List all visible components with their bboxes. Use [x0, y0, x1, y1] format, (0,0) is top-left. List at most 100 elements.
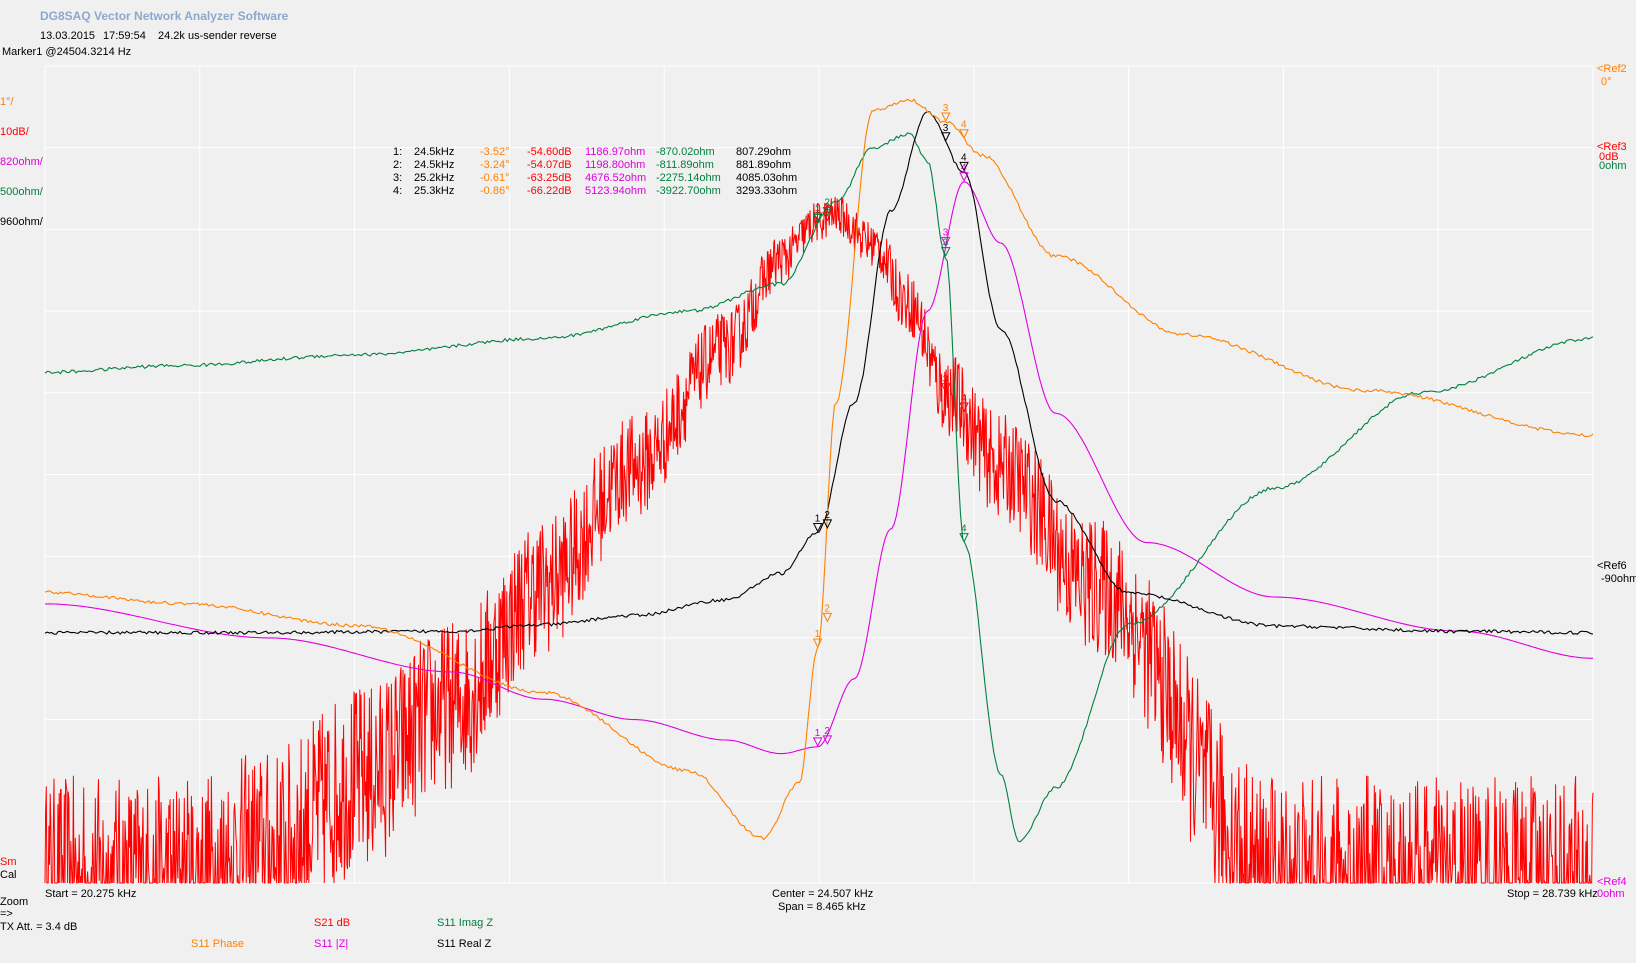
ref6-value: -90ohm [1601, 573, 1636, 585]
marker-3-real-z [940, 132, 951, 142]
marker-label: 2 [824, 197, 830, 208]
marker-3-imag-z [940, 247, 951, 257]
span-frequency: Span = 8.465 kHz [778, 901, 866, 913]
ref6-label: <Ref6 [1597, 560, 1627, 572]
center-frequency: Center = 24.507 kHz [772, 888, 874, 900]
capture-time: 17:59:54 [103, 30, 146, 42]
marker-label: 1 [815, 513, 821, 524]
marker-id-cell: 3: [393, 172, 403, 184]
zoom-arrow[interactable]: => [0, 908, 13, 920]
marker-3-s21-db [940, 383, 951, 393]
marker-2-imag-z [822, 206, 833, 217]
marker-3-zabs [940, 236, 951, 247]
marker-imag-cell: -811.89ohm [656, 159, 714, 171]
marker-label: 2 [824, 726, 830, 737]
marker-db-cell: -54.07dB [527, 159, 572, 171]
marker-label: 3 [943, 227, 949, 238]
ref4-value: 0ohm [1597, 888, 1625, 900]
marker-db-cell: -63.25dB [527, 172, 572, 184]
trace-real-z [44, 111, 1594, 635]
marker-db-cell: -54.60dB [527, 146, 572, 158]
marker-label: 3 [943, 103, 949, 114]
marker-label: 1 [815, 728, 821, 739]
legend-s11-phase[interactable]: S11 Phase [191, 938, 245, 950]
ref2-value: 0° [1601, 76, 1612, 88]
phase-scale: 1°/ [0, 96, 14, 108]
calibration-indicator: Cal [0, 869, 17, 881]
trace-imag-z [44, 132, 1594, 843]
marker-phase-cell: -0.61° [480, 172, 510, 184]
marker-label: 3 [943, 374, 949, 385]
marker-freq-cell: 24.5kHz [414, 159, 455, 171]
trace-zabs [45, 181, 1593, 755]
marker-4-zabs [959, 172, 969, 182]
ref4-label: <Ref4 [1597, 876, 1627, 888]
marker-2-real-z [822, 519, 833, 529]
marker-phase-cell: -0.86° [480, 185, 510, 197]
marker-label: 2 [824, 603, 830, 614]
marker-1-s21-db [812, 212, 823, 223]
marker-freq-cell: 24.5kHz [414, 146, 455, 158]
marker-1-phase [812, 638, 823, 649]
marker-2-zabs [822, 735, 833, 746]
marker-label: 3 [943, 238, 949, 249]
marker-2-phase [822, 612, 833, 623]
marker-imag-cell: -870.02ohm [656, 146, 715, 158]
marker-label: 1 [815, 629, 821, 640]
zabs-scale: 820ohm/ [0, 156, 43, 168]
marker-4-real-z [959, 161, 969, 172]
smoothing-indicator: Sm [0, 856, 17, 868]
marker-zabs-cell: 4676.52ohm [585, 172, 647, 184]
marker-label: 1 [815, 203, 821, 214]
marker-real-cell: 3293.33ohm [736, 185, 798, 197]
legend-s11-real[interactable]: S11 Real Z [437, 938, 492, 950]
marker-1-imag-z [812, 213, 823, 224]
marker-db-cell: -66.22dB [527, 185, 572, 197]
marker-4-imag-z [959, 533, 969, 543]
marker-label: 1 [815, 204, 821, 215]
marker-phase-cell: -3.52° [480, 146, 510, 158]
stop-frequency: Stop = 28.739 kHz [1507, 888, 1598, 900]
marker-3-phase [940, 112, 951, 123]
zoom-button[interactable]: Zoom [0, 896, 29, 908]
marker-imag-cell: -2275.14ohm [656, 172, 721, 184]
ref3-value: 0dB [1599, 151, 1619, 163]
app-title: DG8SAQ Vector Network Analyzer Software [40, 9, 289, 23]
marker-2-s21-db [822, 211, 833, 222]
marker-real-cell: 881.89ohm [736, 159, 792, 171]
legend-s11-zabs[interactable]: S11 |Z| [314, 938, 349, 950]
marker-label: 2 [824, 510, 830, 521]
tx-attenuation: TX Att. = 3.4 dB [0, 921, 78, 933]
marker-4-s21-db [959, 402, 969, 413]
ref5-value: 0ohm [1599, 160, 1627, 172]
capture-date: 13.03.2015 [40, 30, 96, 42]
trace-s21-db [44, 196, 1594, 884]
trace-description: 24.2k us-sender reverse [158, 30, 277, 42]
grid-lines [44, 65, 1594, 884]
marker-freq-cell: 25.3kHz [414, 185, 455, 197]
marker-zabs-cell: 5123.94ohm [585, 185, 647, 197]
marker-imag-cell: -3922.70ohm [656, 185, 721, 197]
start-frequency: Start = 20.275 kHz [45, 888, 137, 900]
marker-label: 3 [943, 123, 949, 134]
marker-id-cell: 2: [393, 159, 403, 171]
marker-real-cell: 4085.03ohm [736, 172, 798, 184]
legend-s21-db[interactable]: S21 dB [314, 917, 351, 929]
marker-freq-cell: 25.2kHz [414, 172, 455, 184]
real-scale: 960ohm/ [0, 216, 43, 228]
marker-1-real-z [812, 522, 823, 533]
marker-phase-cell: -3.24° [480, 159, 510, 171]
marker-4-phase [959, 129, 969, 139]
marker-zabs-cell: 1186.97ohm [585, 146, 646, 158]
ref3-label: <Ref3 [1597, 141, 1627, 153]
marker-readout: Marker1 @24504.3214 Hz [2, 46, 132, 58]
marker-label: 4 [961, 163, 967, 174]
ref2-label: <Ref2 [1597, 63, 1627, 75]
marker-label: 4 [961, 152, 967, 163]
legend-s11-imag[interactable]: S11 Imag Z [437, 917, 494, 929]
db-scale: 10dB/ [0, 126, 29, 138]
marker-label: 4 [961, 120, 967, 131]
marker-zabs-cell: 1198.80ohm [585, 159, 646, 171]
